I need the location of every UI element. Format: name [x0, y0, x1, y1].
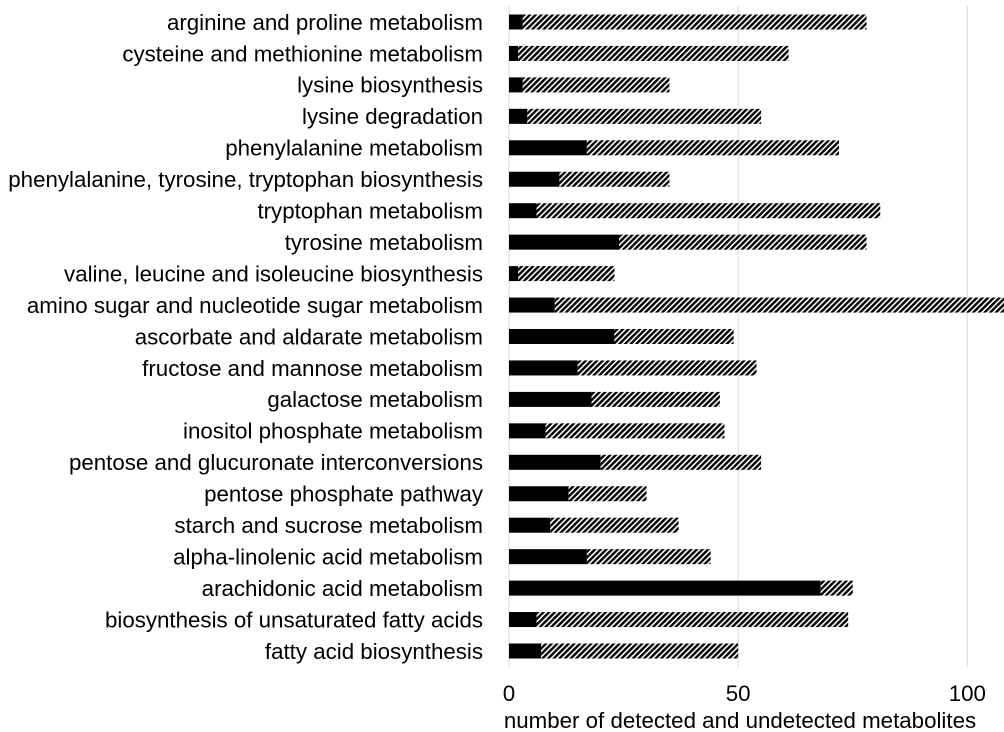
bar-segment-series-1	[509, 266, 519, 282]
category-label: phenylalanine, tyrosine, tryptophan bios…	[8, 167, 483, 192]
bar-segment-series-1	[509, 45, 519, 61]
category-label: inositol phosphate metabolism	[183, 419, 483, 444]
bar-segment-series-2	[586, 140, 839, 156]
category-label: biosynthesis of unsaturated fatty acids	[105, 607, 483, 632]
bar-segment-series-1	[509, 580, 821, 596]
bar-segment-series-2	[586, 549, 711, 565]
category-label: ascorbate and aldarate metabolism	[135, 324, 483, 349]
bar-segment-series-2	[591, 391, 720, 407]
bar-segment-series-2	[545, 423, 725, 439]
category-label: starch and sucrose metabolism	[174, 513, 483, 538]
category-label: valine, leucine and isoleucine biosynthe…	[64, 261, 483, 286]
category-label: phenylalanine metabolism	[225, 136, 483, 161]
bars	[509, 14, 1004, 659]
bar-segment-series-1	[509, 360, 578, 376]
x-tick-label: 0	[503, 681, 515, 706]
category-label: amino sugar and nucleotide sugar metabol…	[27, 293, 483, 318]
x-axis-label: number of detected and undetected metabo…	[504, 708, 976, 732]
bar-segment-series-2	[820, 580, 853, 596]
bar-segment-series-1	[509, 517, 551, 533]
category-label: tyrosine metabolism	[285, 230, 483, 255]
bar-segment-series-1	[509, 423, 546, 439]
bar-segment-series-1	[509, 234, 619, 250]
category-label: tryptophan metabolism	[257, 199, 483, 224]
bar-segment-series-1	[509, 108, 528, 124]
category-label: lysine degradation	[302, 104, 483, 129]
bar-segment-series-1	[509, 329, 615, 344]
bar-segment-series-2	[518, 45, 789, 61]
category-label: lysine biosynthesis	[297, 73, 483, 98]
bar-segment-series-1	[509, 486, 569, 502]
bar-segment-series-1	[509, 643, 542, 659]
category-label: alpha-linolenic acid metabolism	[173, 544, 483, 569]
bar-segment-series-1	[509, 14, 523, 30]
bar-segment-series-1	[509, 549, 587, 565]
category-label: galactose metabolism	[267, 387, 483, 412]
bar-segment-series-1	[509, 203, 537, 219]
bar-segment-series-2	[614, 329, 734, 344]
bar-segment-series-2	[522, 77, 670, 93]
bar-segment-series-2	[559, 171, 670, 187]
bar-segment-series-2	[619, 234, 867, 250]
bar-segment-series-2	[554, 297, 1004, 313]
bar-segment-series-1	[509, 297, 555, 313]
bar-segment-series-1	[509, 454, 601, 470]
bar-segment-series-1	[509, 77, 523, 93]
bar-segment-series-2	[536, 612, 849, 628]
category-labels: arginine and proline metabolism cysteine …	[8, 10, 484, 664]
bar-segment-series-2	[600, 454, 762, 470]
category-label: cysteine and methionine metabolism	[122, 41, 483, 66]
bar-segment-series-2	[527, 108, 762, 124]
bar-segment-series-1	[509, 391, 592, 407]
category-label: arginine and proline metabolism	[167, 10, 483, 35]
category-label: pentose and glucuronate interconversions	[69, 450, 483, 475]
category-label: pentose phosphate pathway	[204, 482, 484, 507]
bar-segment-series-1	[509, 140, 587, 156]
bar-segment-series-2	[518, 266, 615, 282]
bar-segment-series-2	[536, 203, 881, 219]
bar-segment-series-1	[509, 171, 560, 187]
x-axis-ticks: 0 50 100	[503, 681, 986, 706]
bar-segment-series-2	[541, 643, 739, 659]
bar-segment-series-2	[522, 14, 867, 30]
bar-segment-series-2	[577, 360, 757, 376]
x-tick-label: 100	[949, 681, 986, 706]
bar-segment-series-2	[550, 517, 679, 533]
bar-segment-series-1	[509, 612, 537, 628]
x-tick-label: 50	[726, 681, 751, 706]
category-label: arachidonic acid metabolism	[202, 576, 483, 601]
bar-segment-series-2	[568, 486, 647, 502]
category-label: fructose and mannose metabolism	[142, 356, 483, 381]
category-label: fatty acid biosynthesis	[265, 639, 483, 664]
